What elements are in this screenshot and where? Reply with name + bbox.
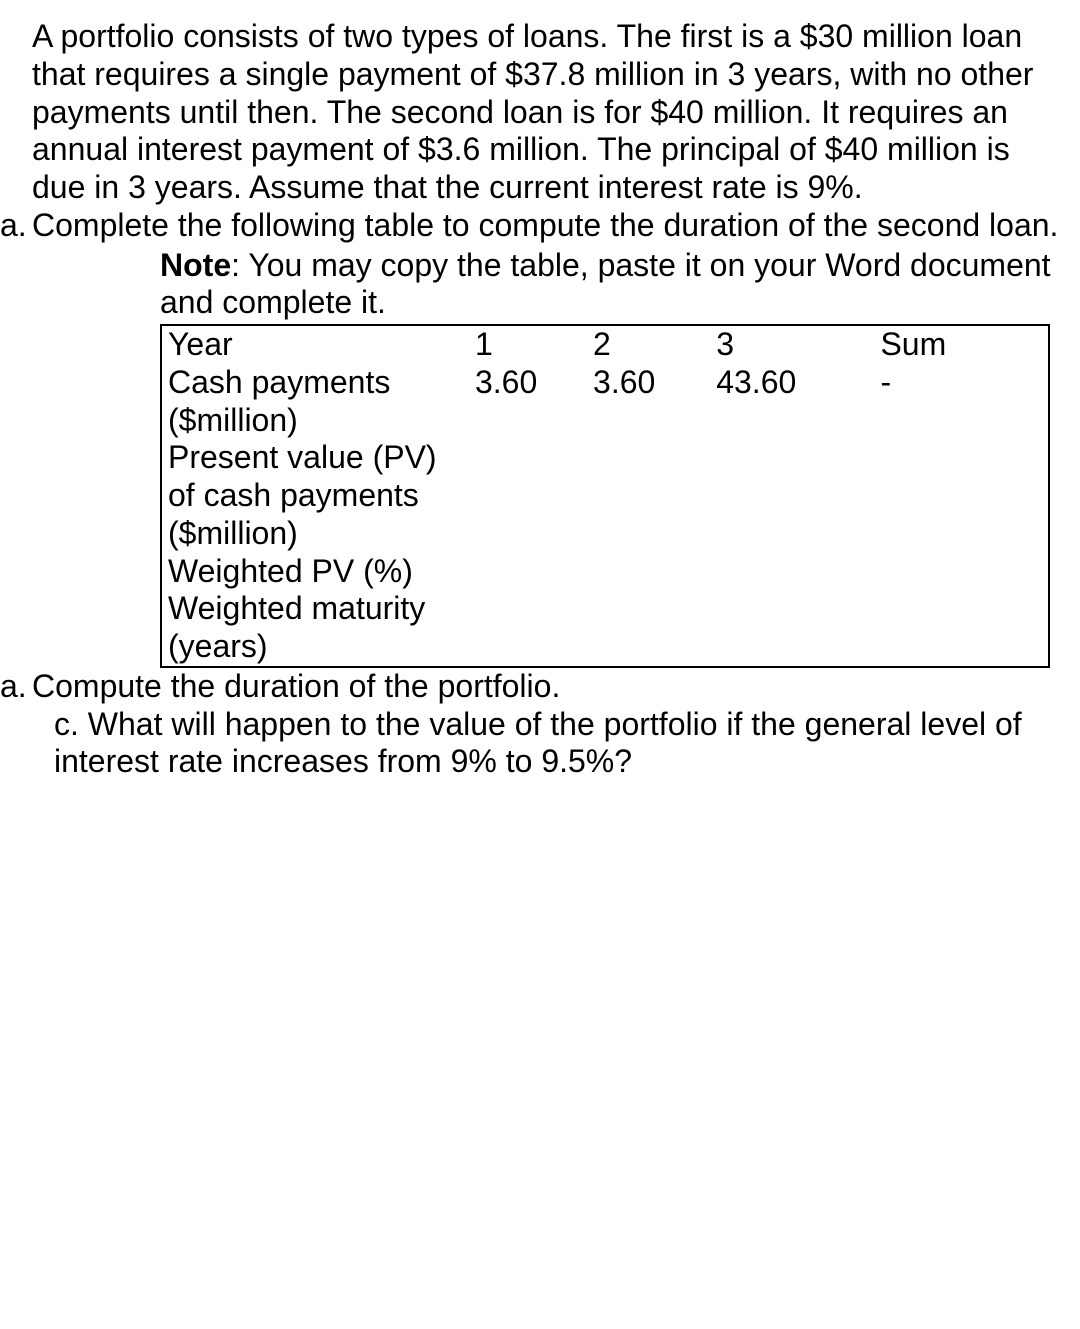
table-row-pv: Present value (PV) of cash payments ($mi… xyxy=(161,439,1049,552)
wpv-c2 xyxy=(587,553,710,591)
part-a-marker: a. xyxy=(0,207,32,245)
table-row-wpv: Weighted PV (%) xyxy=(161,553,1049,591)
wm-sum xyxy=(874,590,1049,667)
cash-sum: - xyxy=(874,364,1049,440)
pv-label: Present value (PV) of cash payments ($mi… xyxy=(161,439,469,552)
note-block: Note: You may copy the table, paste it o… xyxy=(0,247,1070,668)
part-b-marker: a. xyxy=(0,668,32,706)
table-row-cash: Cash payments ($million) 3.60 3.60 43.60… xyxy=(161,364,1049,440)
cash-c3: 43.60 xyxy=(710,364,874,440)
part-a-line: a. Complete the following table to compu… xyxy=(0,207,1070,245)
table-row-wm: Weighted maturity (years) xyxy=(161,590,1049,667)
part-c-line: c. What will happen to the value of the … xyxy=(0,706,1070,782)
note-text: : You may copy the table, paste it on yo… xyxy=(160,247,1051,321)
table-header-row: Year 1 2 3 Sum xyxy=(161,325,1049,364)
wpv-label: Weighted PV (%) xyxy=(161,553,469,591)
wm-label: Weighted maturity (years) xyxy=(161,590,469,667)
header-col-1: 1 xyxy=(469,325,587,364)
pv-c3 xyxy=(710,439,874,552)
duration-table: Year 1 2 3 Sum Cash payments ($million) … xyxy=(160,324,1050,668)
part-b-text: Compute the duration of the portfolio. xyxy=(32,668,1070,706)
intro-paragraph: A portfolio consists of two types of loa… xyxy=(0,18,1070,207)
pv-c2 xyxy=(587,439,710,552)
wm-c3 xyxy=(710,590,874,667)
wm-c2 xyxy=(587,590,710,667)
wpv-sum xyxy=(874,553,1049,591)
wpv-c3 xyxy=(710,553,874,591)
header-col-sum: Sum xyxy=(874,325,1049,364)
wpv-c1 xyxy=(469,553,587,591)
header-year: Year xyxy=(161,325,469,364)
part-a-text: Complete the following table to compute … xyxy=(32,207,1070,245)
wm-c1 xyxy=(469,590,587,667)
header-col-2: 2 xyxy=(587,325,710,364)
page-root: A portfolio consists of two types of loa… xyxy=(0,0,1080,799)
intro-text: A portfolio consists of two types of loa… xyxy=(32,18,1033,205)
part-b-line: a. Compute the duration of the portfolio… xyxy=(0,668,1070,706)
pv-c1 xyxy=(469,439,587,552)
pv-sum xyxy=(874,439,1049,552)
part-c-text: c. What will happen to the value of the … xyxy=(54,706,1022,780)
cash-c2: 3.60 xyxy=(587,364,710,440)
header-col-3: 3 xyxy=(710,325,874,364)
note-line: Note: You may copy the table, paste it o… xyxy=(160,247,1070,323)
cash-label: Cash payments ($million) xyxy=(161,364,469,440)
note-label: Note xyxy=(160,247,231,283)
cash-c1: 3.60 xyxy=(469,364,587,440)
